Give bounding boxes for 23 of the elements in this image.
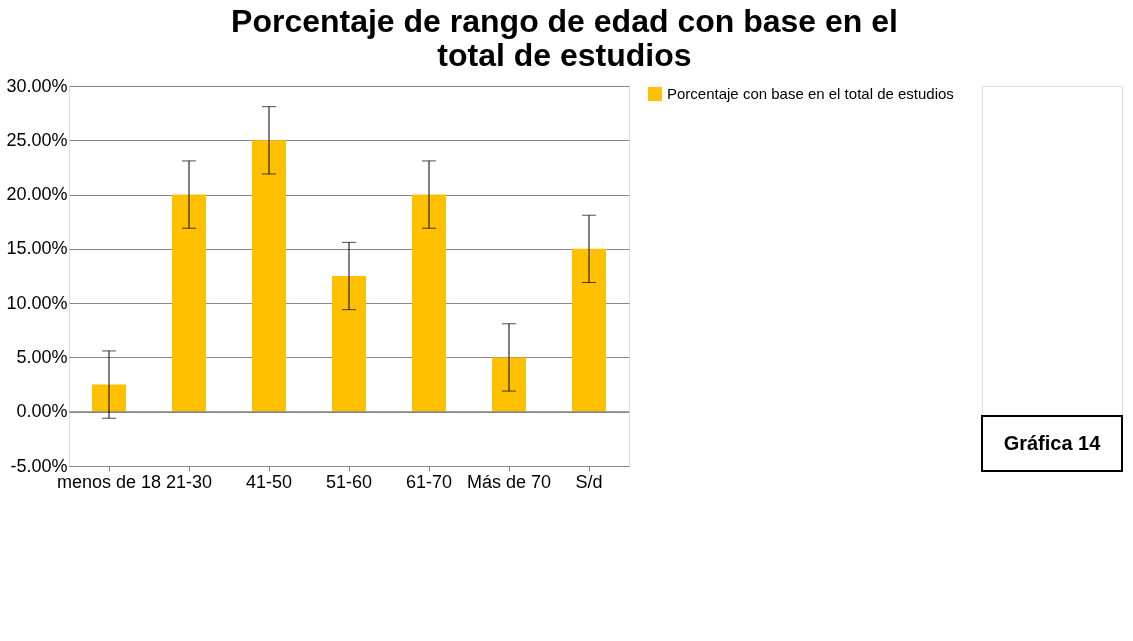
y-tick-label: 30.00% <box>6 75 68 96</box>
x-tick-label: S/d <box>575 471 603 492</box>
y-tick-label: 10.00% <box>6 292 68 313</box>
bar <box>92 384 126 412</box>
x-tick-label: Más de 70 <box>466 471 552 492</box>
legend-label: Porcentaje con base en el total de estudios <box>667 85 954 102</box>
y-tick-label: 20.00% <box>6 184 68 205</box>
bar <box>252 140 286 412</box>
y-tick-label: 5.00% <box>16 346 68 367</box>
x-tick-label: 61-70 <box>405 471 453 492</box>
bar <box>332 276 366 412</box>
y-tick-label: 0.00% <box>16 401 68 422</box>
x-tick-label: 21-30 <box>165 471 213 492</box>
bar <box>492 357 526 412</box>
x-tick-label: 41-50 <box>245 471 293 492</box>
chart-title: Porcentaje de rango de edad con base en el total de estudios <box>231 2 898 73</box>
text: Gráfica 14 <box>1003 432 1102 454</box>
bar <box>572 248 606 412</box>
bar <box>412 194 446 412</box>
y-tick-label: 15.00% <box>6 238 68 259</box>
bar <box>172 194 206 412</box>
y-tick-label: 25.00% <box>6 129 68 150</box>
x-tick-label: 51-60 <box>325 471 373 492</box>
